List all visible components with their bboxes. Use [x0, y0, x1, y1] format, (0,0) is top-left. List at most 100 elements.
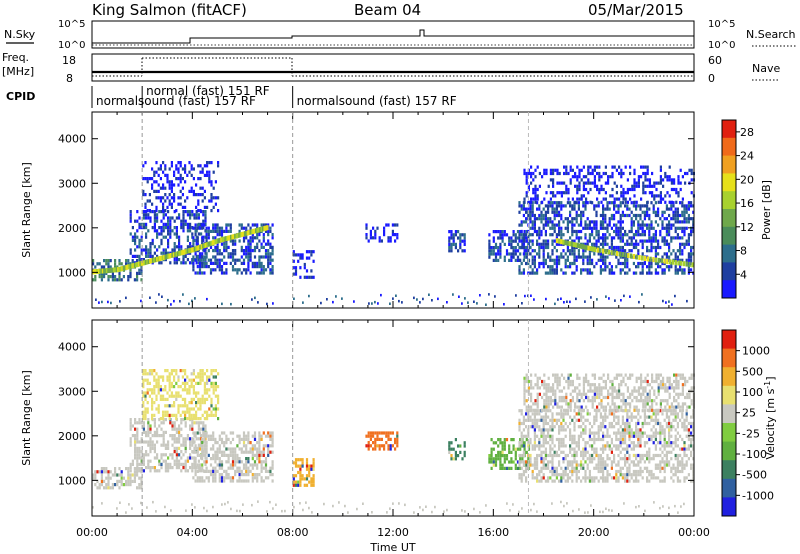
- echo-cell: [177, 183, 180, 187]
- echo-cell: [168, 404, 171, 408]
- echo-cell: [580, 412, 583, 416]
- echo-cell: [681, 213, 684, 218]
- echo-cell: [542, 457, 545, 461]
- echo-cell: [560, 226, 563, 230]
- echo-cell: [167, 226, 170, 230]
- echo-cell: [225, 229, 228, 233]
- echo-cell: [173, 196, 176, 200]
- echo-cell: [560, 201, 563, 205]
- echo-cell: [240, 226, 243, 230]
- echo-cell: [138, 222, 141, 226]
- echo-cell: [367, 447, 370, 451]
- echo-cell: [661, 450, 664, 454]
- echo-cell: [186, 213, 189, 217]
- echo-cell: [297, 259, 300, 263]
- echo-cell: [225, 469, 228, 473]
- echo-cell: [220, 229, 224, 233]
- echo-cell: [566, 473, 569, 477]
- echo-cell: [518, 210, 521, 214]
- echo-cell: [573, 415, 576, 419]
- echo-cell: [591, 229, 594, 234]
- bright-band-cell: [93, 269, 96, 275]
- echo-cell: [514, 239, 517, 243]
- echo-cell: [523, 447, 526, 451]
- echo-cell: [558, 261, 561, 266]
- echo-cell: [580, 453, 583, 458]
- echo-cell: [606, 473, 609, 477]
- echo-cell: [175, 413, 178, 417]
- echo-cell: [630, 236, 633, 240]
- echo-cell: [218, 258, 221, 262]
- echo-cell: [584, 444, 587, 448]
- echo-cell: [552, 194, 555, 198]
- echo-cell: [661, 460, 664, 464]
- echo-cell: [654, 233, 657, 237]
- echo-cell: [188, 391, 191, 395]
- echo-cell: [652, 441, 655, 445]
- echo-cell: [271, 479, 274, 483]
- echo-cell: [602, 255, 605, 259]
- echo-cell: [540, 415, 543, 419]
- echo-cell: [144, 202, 147, 206]
- echo-cell: [145, 453, 148, 457]
- echo-cell: [147, 427, 150, 431]
- echo-cell: [617, 229, 620, 234]
- echo-cell: [100, 467, 103, 471]
- bright-band-cell: [262, 226, 265, 232]
- echo-cell: [200, 258, 203, 262]
- echo-cell: [387, 236, 390, 240]
- echo-cell: [551, 428, 554, 432]
- echo-cell: [218, 447, 221, 451]
- echo-cell: [681, 242, 684, 246]
- echo-cell: [552, 191, 555, 195]
- echo-cell: [577, 425, 580, 429]
- echo-cell: [238, 441, 241, 445]
- echo-cell: [690, 191, 693, 195]
- echo-cell: [192, 397, 195, 401]
- echo-cell: [661, 457, 664, 461]
- echo-cell: [597, 425, 600, 429]
- echo-cell: [162, 222, 165, 226]
- echo-cell: [670, 421, 673, 426]
- echo-cell: [606, 201, 609, 205]
- echo-cell: [142, 453, 145, 457]
- echo-cell: [576, 197, 579, 201]
- echo-cell: [210, 385, 213, 389]
- echo-cell: [584, 460, 587, 464]
- echo-cell: [690, 268, 693, 272]
- echo-cell: [613, 217, 616, 221]
- echo-cell: [514, 454, 517, 458]
- echo-cell: [184, 199, 187, 203]
- echo-cell: [194, 444, 197, 448]
- echo-cell: [144, 410, 147, 414]
- echo-cell: [562, 233, 565, 237]
- echo-cell: [635, 245, 638, 250]
- echo-cell: [580, 168, 583, 172]
- echo-cell: [522, 242, 525, 246]
- echo-cell: [602, 421, 605, 426]
- echo-cell: [562, 469, 565, 474]
- echo-cell: [654, 210, 657, 214]
- bright-band-cell: [96, 269, 99, 274]
- bright-band-cell: [263, 225, 266, 231]
- echo-cell: [569, 431, 572, 435]
- echo-cell: [240, 450, 243, 454]
- echo-cell: [586, 261, 589, 266]
- echo-cell: [538, 204, 541, 208]
- echo-cell: [519, 447, 522, 451]
- echo-cell: [201, 186, 204, 190]
- echo-cell: [136, 254, 139, 258]
- echo-cell: [149, 427, 152, 431]
- echo-cell: [523, 249, 526, 253]
- echo-cell: [195, 381, 198, 385]
- echo-cell: [586, 450, 589, 454]
- echo-cell: [242, 437, 246, 441]
- echo-cell: [573, 421, 576, 426]
- echo-cell: [624, 431, 627, 435]
- echo-cell: [220, 479, 224, 483]
- echo-cell: [216, 261, 219, 265]
- ground-scatter-cell: [584, 300, 586, 303]
- echo-cell: [253, 223, 257, 227]
- echo-cell: [602, 258, 605, 262]
- echo-cell: [184, 385, 187, 389]
